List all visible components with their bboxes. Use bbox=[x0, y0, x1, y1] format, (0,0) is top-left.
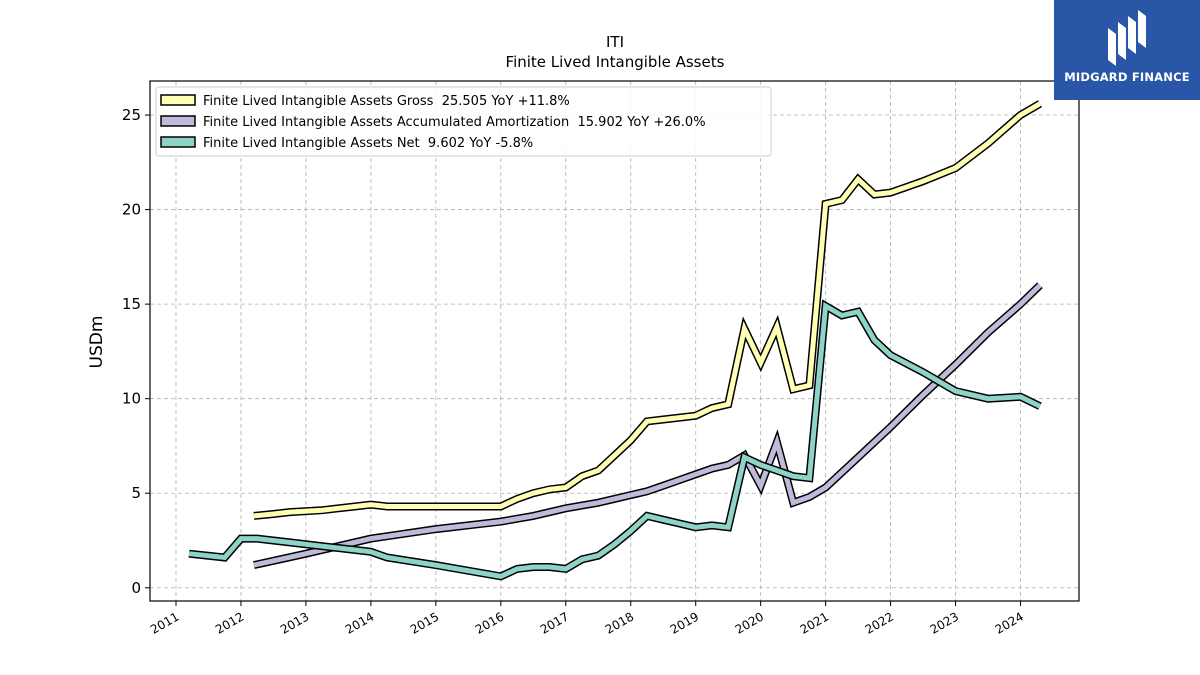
y-tick-label: 0 bbox=[131, 579, 141, 597]
grid bbox=[150, 81, 1079, 601]
legend-swatch bbox=[160, 115, 196, 127]
x-tick-label: 2013 bbox=[278, 609, 311, 636]
x-tick-label: 2020 bbox=[733, 609, 766, 636]
y-tick-label: 25 bbox=[122, 106, 141, 124]
x-tick-label: 2016 bbox=[473, 609, 506, 636]
series-layer bbox=[188, 100, 1043, 581]
y-tick-label: 20 bbox=[122, 201, 141, 219]
series-line-outline-2 bbox=[188, 299, 1042, 581]
x-tick-label: 2024 bbox=[993, 609, 1026, 636]
series-line-1 bbox=[253, 283, 1042, 568]
legend-swatch bbox=[160, 94, 196, 106]
series-line-2 bbox=[188, 301, 1042, 579]
x-tick-label: 2014 bbox=[343, 609, 376, 636]
y-tick-label: 15 bbox=[122, 295, 141, 313]
legend-label: Finite Lived Intangible Assets Accumulat… bbox=[203, 115, 706, 130]
legend-box bbox=[155, 86, 772, 157]
y-tick-label: 5 bbox=[131, 484, 141, 502]
series-line-outline-0 bbox=[253, 100, 1043, 520]
y-axis: 0 5 10 15 20 25 bbox=[122, 106, 150, 597]
x-tick-label: 2012 bbox=[213, 609, 246, 636]
x-axis: 2011 2012 2013 2014 2015 2016 2017 2018 2019 2020… bbox=[148, 601, 1026, 637]
midgard-logo-icon bbox=[1108, 10, 1146, 66]
y-axis-label: USDm bbox=[87, 316, 107, 369]
x-tick-label: 2011 bbox=[148, 609, 181, 636]
legend-swatch bbox=[160, 136, 196, 148]
x-tick-label: 2018 bbox=[603, 609, 636, 636]
chart-title: ITI bbox=[606, 33, 624, 51]
x-tick-label: 2017 bbox=[538, 609, 571, 636]
chart-subtitle: Finite Lived Intangible Assets bbox=[506, 53, 725, 71]
x-tick-label: 2023 bbox=[928, 609, 961, 636]
midgard-finance-logo: MIDGARD FINANCE bbox=[1054, 0, 1200, 100]
legend-label: Finite Lived Intangible Assets Net 9.602… bbox=[203, 136, 533, 151]
logo-text: MIDGARD FINANCE bbox=[1064, 70, 1190, 84]
legend-label: Finite Lived Intangible Assets Gross 25.… bbox=[203, 94, 570, 109]
x-tick-label: 2015 bbox=[408, 609, 441, 636]
x-tick-label: 2019 bbox=[668, 609, 701, 636]
plot-frame bbox=[149, 80, 1080, 602]
x-tick-label: 2021 bbox=[798, 609, 831, 636]
y-tick-label: 10 bbox=[122, 390, 141, 408]
legend: Finite Lived Intangible Assets Gross 25.… bbox=[155, 86, 772, 157]
series-line-0 bbox=[253, 101, 1042, 519]
x-tick-label: 2022 bbox=[863, 609, 896, 636]
